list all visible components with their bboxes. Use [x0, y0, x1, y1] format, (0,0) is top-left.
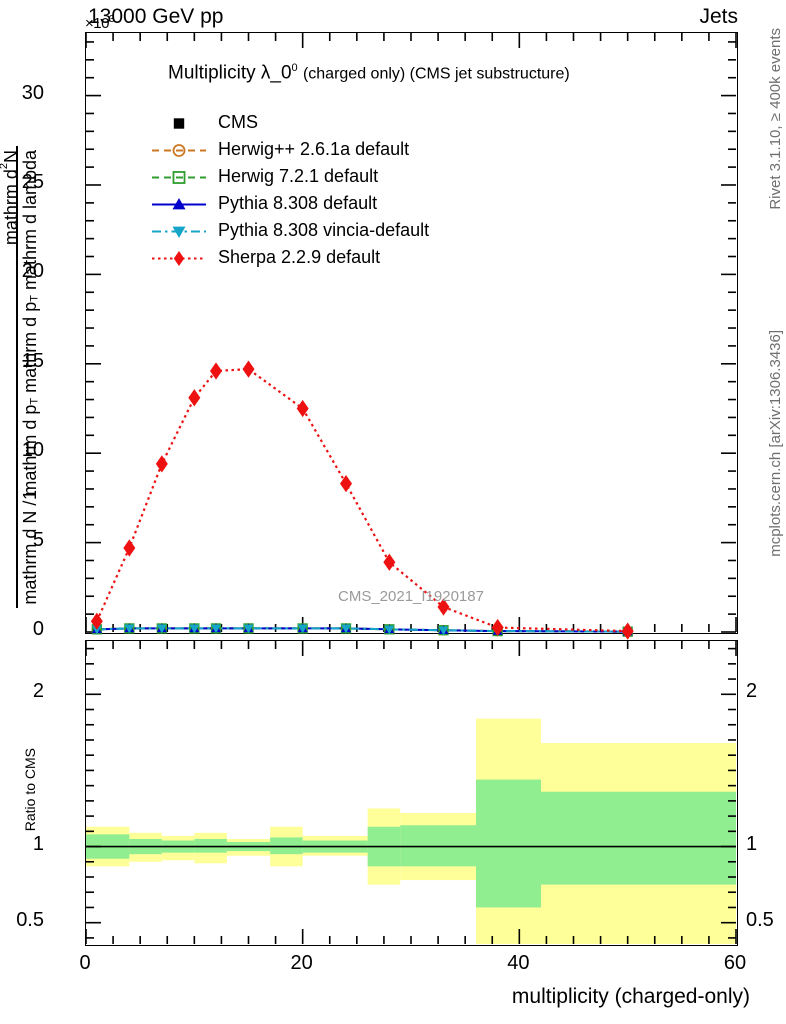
x-axis-label: multiplicity (charged-only): [511, 985, 750, 1008]
exponent-power: 3: [108, 14, 115, 25]
main-y-tick-label: 0: [32, 618, 44, 640]
x-tick-label: 20: [290, 952, 313, 974]
page-title: Multiplicity λ_00 (charged only) (CMS je…: [168, 62, 570, 84]
main-y-tick-labels: 0 5 10 15 20 25 30: [21, 81, 44, 640]
x-tick-label: 40: [507, 952, 530, 974]
plot-title-qualifier: (charged only) (CMS jet substructure): [302, 65, 570, 83]
ratio-inner-band: [86, 779, 736, 908]
legend-label: Herwig++ 2.6.1a default: [218, 139, 410, 159]
legend-label: Herwig 7.2.1 default: [218, 166, 379, 186]
series-pythia-8-308-vincia-default: [96, 627, 628, 633]
main-y-tick-label: 30: [21, 81, 44, 104]
analysis-category-label: Jets: [699, 5, 738, 28]
exponent-prefix: ×10: [85, 15, 109, 32]
legend-label: CMS: [218, 112, 258, 132]
legend-marker-triangle-up-icon: [150, 191, 208, 218]
analysis-id-watermark: CMS_2021_I1920187: [338, 588, 484, 605]
main-y-tick-label: 5: [32, 528, 44, 551]
ratio-plot-panel: [85, 640, 738, 946]
legend-marker-square-open-icon: [150, 164, 208, 191]
beam-energy-label: 13000 GeV pp: [88, 5, 224, 28]
legend-marker-triangle-down-icon: [150, 218, 208, 245]
main-plot-panel: [85, 32, 738, 640]
main-plot-canvas: [85, 33, 737, 640]
markers-sherpa-2-2-9-default: [90, 360, 634, 640]
main-y-axis-label: mathrm d2N 1 mathrm d N / mathrm d pT ma…: [0, 0, 42, 634]
main-y-tick-label: 20: [21, 260, 44, 283]
ratio-plot-canvas: [86, 641, 737, 944]
legend-marker-diamond-icon: [150, 245, 208, 272]
plot-title-superscript: 0: [291, 62, 298, 74]
main-y-tick-label: 15: [21, 349, 44, 372]
legend-marker-square-icon: [150, 110, 208, 137]
x-tick-label: 0: [79, 952, 91, 974]
legend-marker-circle-open-icon: [150, 137, 208, 164]
ratio-y-tick-label-right: 2: [746, 680, 758, 703]
fraction-bar: [16, 146, 18, 608]
ratio-y-tick-label-right: 0.5: [746, 908, 774, 931]
main-y-tick-label: 10: [21, 439, 44, 462]
x-tick-label: 60: [723, 952, 747, 974]
main-y-tick-label: 25: [21, 170, 44, 193]
legend-label: Pythia 8.308 vincia-default: [218, 220, 430, 240]
ratio-y-tick-label-left: 1: [32, 832, 44, 855]
plot-title-main: Multiplicity λ_0: [168, 62, 292, 84]
ratio-y-tick-label-right: 1: [746, 832, 758, 855]
legend-label: Pythia 8.308 default: [218, 193, 378, 213]
ratio-y-tick-label-left: 2: [32, 680, 44, 703]
ratio-y-tick-label-left: 0.5: [16, 908, 44, 931]
y-axis-exponent-label: ×103: [85, 14, 115, 32]
legend-label: Sherpa 2.2.9 default: [218, 247, 381, 267]
